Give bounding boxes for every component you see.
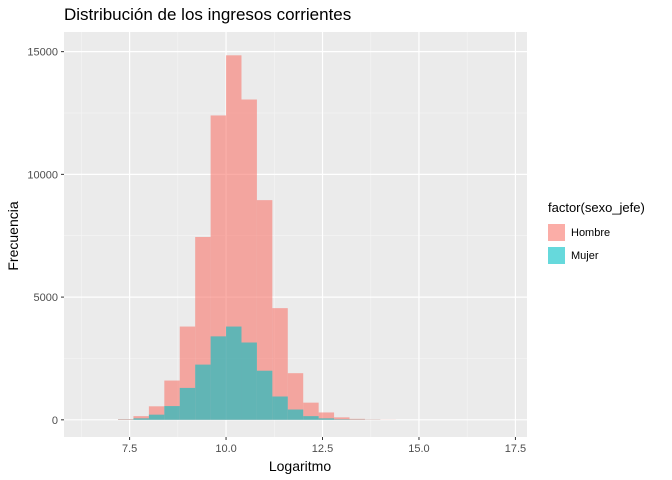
legend-label-mujer: Mujer	[571, 249, 599, 262]
bar-mujer	[148, 414, 165, 420]
bar-mujer	[164, 406, 180, 420]
y-axis-label: Frecuencia	[5, 201, 21, 270]
bar-hombre	[133, 416, 149, 420]
x-tick-label: 7.5	[122, 443, 137, 455]
legend-item-mujer: Mujer	[548, 244, 645, 267]
legend-label-hombre: Hombre	[571, 226, 611, 239]
x-tick-label: 17.5	[505, 443, 526, 455]
bar-mujer	[287, 409, 304, 420]
bar-hombre	[272, 308, 288, 420]
y-tick-label: 10000	[27, 169, 58, 181]
bar-mujer	[318, 418, 335, 420]
bar-hombre	[334, 417, 350, 420]
bars	[118, 55, 396, 420]
legend-key-hombre	[548, 224, 565, 241]
bar-mujer	[179, 387, 196, 420]
chart-title: Distribución de los ingresos corrientes	[64, 5, 352, 24]
x-tick-label: 10.0	[215, 443, 236, 455]
bar-hombre	[303, 402, 319, 420]
bar-hombre	[318, 412, 335, 420]
legend: factor(sexo_jefe) Hombre Mujer	[548, 200, 645, 267]
legend-key-mujer	[548, 247, 565, 264]
bar-mujer	[256, 370, 273, 420]
bar-mujer	[272, 396, 288, 420]
bar-hombre	[118, 419, 134, 420]
bar-mujer	[210, 336, 227, 420]
y-tick-label: 5000	[34, 292, 58, 304]
x-axis-label: Logaritmo	[269, 458, 331, 474]
bar-hombre	[287, 373, 304, 420]
bar-hombre	[256, 200, 273, 420]
bar-hombre	[241, 99, 257, 420]
bar-mujer	[241, 342, 257, 420]
bar-mujer	[303, 416, 319, 420]
bar-mujer	[195, 364, 211, 420]
x-tick-label: 15.0	[408, 443, 429, 455]
y-tick-label: 0	[52, 415, 58, 427]
plot-panel	[64, 32, 527, 437]
legend-item-hombre: Hombre	[548, 221, 645, 244]
bar-mujer	[226, 326, 242, 420]
x-axis: 7.5 10.0 12.5 15.0 17.5	[122, 437, 526, 455]
x-tick-label: 12.5	[312, 443, 333, 455]
bar-hombre	[349, 418, 365, 420]
y-tick-label: 15000	[27, 47, 58, 59]
y-axis: 0 5000 10000 15000	[27, 47, 64, 427]
grid-minor	[64, 32, 527, 437]
bar-mujer	[133, 418, 149, 420]
legend-title: factor(sexo_jefe)	[548, 200, 645, 215]
